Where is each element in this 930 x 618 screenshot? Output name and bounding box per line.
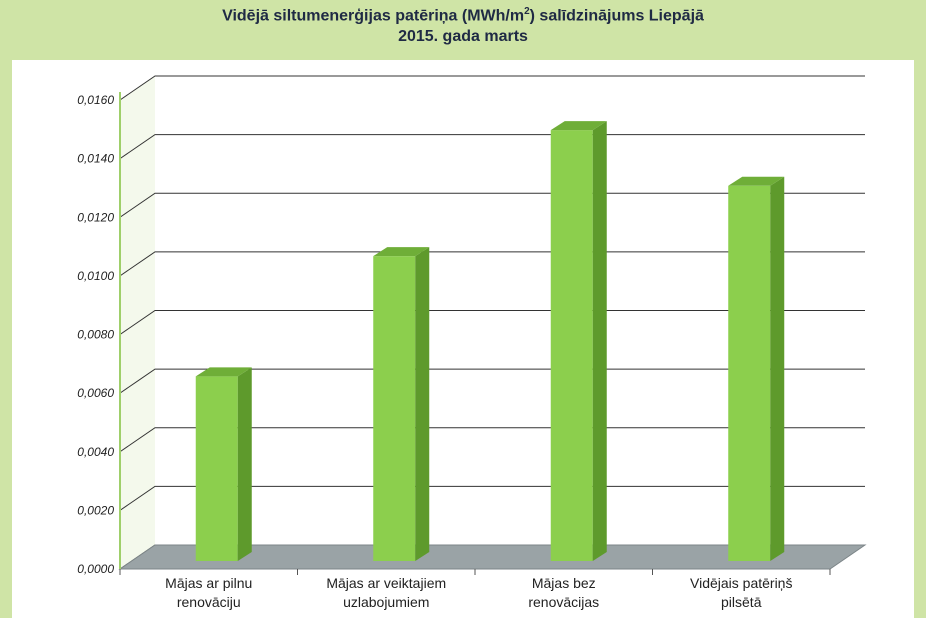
bar-side: [592, 121, 607, 561]
chart-title-line2: 2015. gada marts: [398, 28, 528, 45]
y-tick-label: 0,0000: [77, 562, 114, 576]
gridline: [119, 75, 865, 101]
x-tick-label: Mājas ar veiktajiem: [326, 575, 446, 591]
bar-top: [373, 247, 430, 257]
chart-floor: [118, 544, 867, 570]
y-tick-label: 0,0080: [77, 328, 114, 342]
x-tick-label: uzlabojumiem: [343, 594, 429, 610]
x-tick-label: renovācijas: [528, 594, 599, 610]
y-tick-label: 0,0120: [77, 210, 114, 224]
x-tick-label: Mājas bez: [532, 575, 596, 591]
bar-top: [550, 121, 607, 131]
bar-side: [237, 367, 252, 561]
chart-title-line1: Vidējā siltumenerģijas patēriņa (MWh/m2)…: [222, 6, 704, 25]
bar-top: [728, 176, 785, 186]
x-tick-label: renovāciju: [177, 594, 241, 610]
y-tick-label: 0,0020: [77, 503, 114, 517]
bar-side: [415, 247, 430, 561]
gridline: [119, 368, 865, 394]
x-tick-label: Vidējais patēriņš: [690, 575, 792, 591]
y-tick-label: 0,0100: [77, 269, 114, 283]
gridline: [119, 192, 865, 218]
x-tick-label: Mājas ar pilnu: [165, 575, 252, 591]
bar: [373, 256, 416, 561]
bar: [195, 376, 238, 561]
gridline: [119, 427, 865, 453]
gridline: [119, 134, 865, 160]
gridline: [119, 485, 865, 511]
gridline: [119, 310, 865, 335]
bar-top: [195, 367, 252, 377]
bar-side: [770, 176, 785, 562]
bar: [550, 130, 593, 561]
y-tick-label: 0,0060: [77, 386, 114, 400]
right-edge: [926, 0, 930, 618]
y-tick-label: 0,0160: [77, 93, 114, 107]
bar: [728, 185, 771, 562]
x-tick-label: pilsētā: [721, 594, 762, 610]
gridline: [119, 251, 865, 277]
y-tick-label: 0,0040: [77, 445, 114, 459]
y-tick-label: 0,0140: [77, 152, 114, 166]
